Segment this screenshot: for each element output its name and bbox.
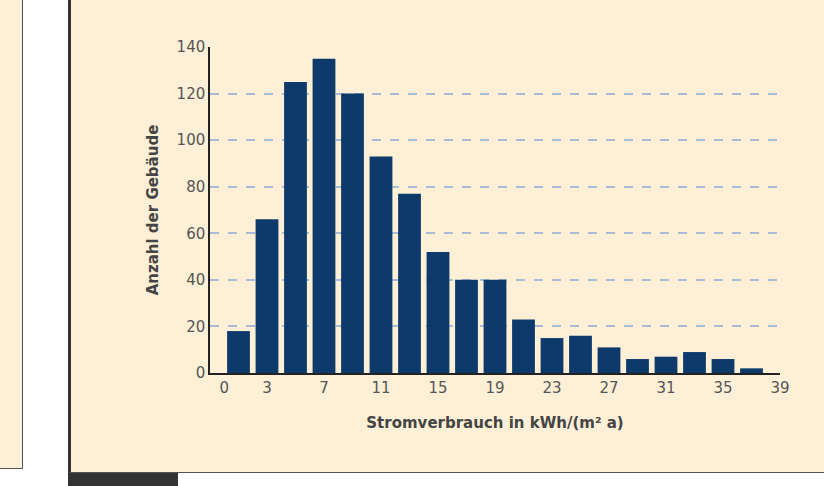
svg-text:60: 60 [186, 225, 205, 243]
svg-text:40: 40 [186, 271, 205, 289]
svg-text:27: 27 [599, 379, 618, 397]
svg-text:20: 20 [186, 318, 205, 336]
svg-text:100: 100 [177, 131, 206, 149]
svg-text:3: 3 [262, 379, 272, 397]
svg-text:Stromverbrauch in kWh/(m² a): Stromverbrauch in kWh/(m² a) [366, 414, 623, 432]
svg-text:Anzahl der Gebäude: Anzahl der Gebäude [144, 125, 162, 296]
svg-text:15: 15 [428, 379, 447, 397]
svg-text:120: 120 [177, 85, 206, 103]
svg-text:140: 140 [177, 38, 206, 56]
svg-text:35: 35 [713, 379, 732, 397]
svg-text:39: 39 [770, 379, 789, 397]
svg-text:0: 0 [196, 364, 206, 382]
svg-text:7: 7 [319, 379, 329, 397]
svg-text:80: 80 [186, 178, 205, 196]
svg-text:11: 11 [371, 379, 390, 397]
svg-text:31: 31 [656, 379, 675, 397]
svg-text:0: 0 [219, 379, 229, 397]
svg-text:23: 23 [542, 379, 561, 397]
svg-text:19: 19 [485, 379, 504, 397]
